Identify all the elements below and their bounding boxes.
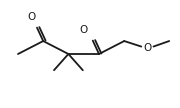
Text: O: O bbox=[143, 43, 152, 53]
Text: O: O bbox=[80, 25, 88, 35]
Text: O: O bbox=[27, 12, 36, 22]
